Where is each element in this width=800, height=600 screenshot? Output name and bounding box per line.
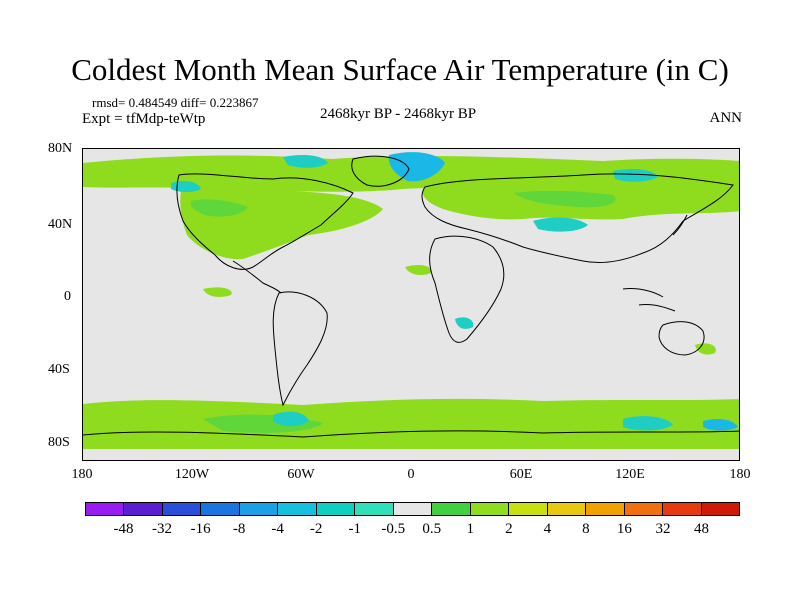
colorbar-tick-label: -0.5: [381, 521, 406, 537]
colorbar-tick-label: 32: [655, 521, 671, 537]
colorbar-swatch: [509, 503, 548, 515]
australia-outline: [658, 321, 705, 356]
colorbar: [85, 502, 740, 516]
coastlines: [83, 155, 739, 438]
colorbar-tick-label: -48: [113, 521, 134, 537]
antarctic-negative-2: [623, 416, 673, 431]
colorbar-swatch: [586, 503, 625, 515]
lon-label-0: 0: [407, 467, 415, 482]
colorbar-tick-label: -8: [232, 521, 246, 537]
colorbar-tick-label: -32: [152, 521, 173, 537]
colorbar-swatch: [201, 503, 240, 515]
lat-label-80s: 80S: [48, 435, 70, 450]
south-america-outline: [272, 291, 328, 407]
lon-label-60e: 60E: [509, 467, 533, 482]
colorbar-swatch: [393, 503, 433, 515]
canada-negative-patch: [171, 181, 201, 192]
lat-label-0: 0: [64, 289, 71, 304]
colorbar-swatch: [124, 503, 163, 515]
indonesia-outline: [622, 288, 676, 312]
colorbar-swatch: [663, 503, 702, 515]
lon-label-120e: 120E: [615, 467, 645, 482]
colorbar-tick-label: 4: [543, 521, 552, 537]
colorbar-swatch: [278, 503, 317, 515]
siberia-negative-patch: [613, 169, 658, 182]
na-light-patch: [190, 199, 248, 217]
japan-outline: [672, 214, 688, 236]
eurasia-outline: [421, 173, 734, 264]
lon-label-120w: 120W: [174, 467, 210, 482]
experiment-label: Expt = tfMdp-teWtp: [82, 111, 206, 127]
pacific-positive-patch: [203, 287, 232, 297]
lon-label-180w: 180: [71, 467, 93, 482]
colorbar-swatch: [624, 503, 664, 515]
period-label: 2468kyr BP - 2468kyr BP: [320, 106, 477, 122]
colorbar-tick-label: 48: [693, 521, 709, 537]
arctic-negative-patch: [283, 155, 328, 168]
colorbar-swatch: [432, 503, 471, 515]
colorbar-tick-label: 1: [466, 521, 475, 537]
colorbar-swatch: [547, 503, 587, 515]
colorbar-tick-label: 0.5: [422, 521, 442, 537]
lat-label-40n: 40N: [48, 217, 73, 232]
temperature-anomaly-map: [83, 149, 739, 460]
colorbar-tick-label: 8: [582, 521, 590, 537]
colorbar-swatch: [162, 503, 202, 515]
season-label: ANN: [709, 110, 743, 126]
colorbar-swatch: [316, 503, 356, 515]
colorbar-tick-label: 16: [616, 521, 632, 537]
colorbar-swatch: [86, 503, 125, 515]
colorbar-swatch: [470, 503, 510, 515]
oceania-positive-patch: [695, 343, 716, 355]
rmsd-diff-text: rmsd= 0.484549 diff= 0.223867: [92, 95, 259, 110]
asia-negative-patch: [533, 217, 588, 232]
world-map-panel: [82, 148, 740, 461]
central-america-outline: [232, 260, 282, 294]
antarctica-outline: [83, 430, 739, 438]
lon-label-60w: 60W: [287, 467, 315, 482]
lon-label-180e: 180: [729, 467, 751, 482]
tropics-positive-patch: [405, 265, 432, 275]
southern-positive-band: [83, 398, 739, 449]
colorbar-tick-label: -2: [309, 521, 323, 537]
antarctic-negative-1: [273, 411, 309, 427]
greenland-outline: [351, 155, 410, 187]
map-title: Coldest Month Mean Surface Air Temperatu…: [71, 52, 729, 87]
africa-negative-patch: [455, 317, 474, 329]
greenland-negative: [388, 152, 445, 182]
colorbar-swatch: [355, 503, 394, 515]
eurasia-light-patch: [513, 190, 616, 208]
colorbar-swatch: [239, 503, 279, 515]
colorbar-tick-label: 2: [505, 521, 513, 537]
africa-outline: [429, 235, 505, 343]
colorbar-tick-label: -1: [348, 521, 361, 537]
north-america-outline: [176, 173, 354, 270]
antarctic-negative-3: [703, 419, 738, 431]
anomaly-field: [83, 152, 739, 449]
colorbar-tick-label: -4: [271, 521, 284, 537]
colorbar-swatch: [701, 503, 739, 515]
colorbar-tick-label: -16: [190, 521, 211, 537]
lat-label-80n: 80N: [48, 141, 73, 156]
lat-label-40s: 40S: [48, 362, 70, 377]
